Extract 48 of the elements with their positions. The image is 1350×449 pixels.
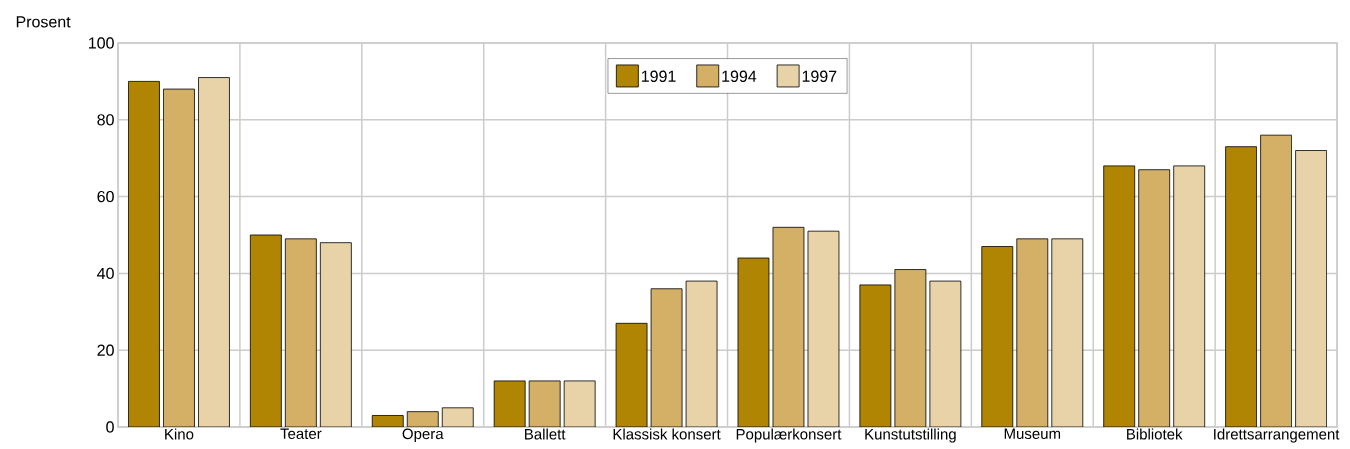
y-tick-label: 20: [97, 344, 114, 356]
bar: [564, 380, 596, 427]
bar: [929, 281, 961, 427]
bar: [651, 288, 683, 427]
bar: [163, 89, 195, 427]
x-tick-label: Kunstutstilling: [865, 428, 956, 443]
bar: [1173, 165, 1205, 427]
bar: [616, 323, 648, 427]
bar: [737, 258, 769, 427]
x-tick-label: Opera: [402, 428, 444, 443]
bar: [807, 231, 839, 427]
y-tick-label: 0: [106, 421, 114, 433]
legend-label: 1994: [722, 70, 757, 82]
y-tick-label: 80: [97, 114, 114, 126]
legend-label: 1991: [641, 70, 676, 82]
bar: [1138, 169, 1170, 427]
bar: [529, 380, 561, 427]
bar: [198, 77, 230, 427]
bar: [859, 284, 891, 427]
x-tick-label: Teater: [280, 428, 322, 439]
x-tick-label: Ballett: [525, 428, 566, 440]
bar: [1016, 238, 1048, 427]
bar: [686, 281, 718, 427]
x-tick-label: Klassisk konsert: [613, 428, 721, 440]
x-tick-label: Bibliotek: [1127, 428, 1183, 440]
bar: [1260, 134, 1292, 427]
bar: [128, 81, 160, 427]
bar: [1103, 165, 1135, 427]
bar: [1225, 146, 1257, 427]
y-axis-title: Prosent: [16, 16, 71, 28]
bar: [442, 407, 474, 427]
bar: [320, 242, 352, 427]
bar: [494, 380, 526, 427]
bar: [981, 246, 1013, 427]
y-tick-label: 60: [97, 190, 114, 203]
y-tick-label: 100: [89, 37, 114, 49]
legend-label: 1997: [802, 70, 837, 82]
bar: [250, 235, 282, 427]
x-tick-label: Museum: [1004, 428, 1061, 439]
bar: [772, 227, 804, 427]
x-tick-label: Populærkonsert: [736, 428, 842, 443]
x-tick-label: Kino: [165, 428, 194, 440]
bar: [894, 269, 926, 427]
bar: [1295, 150, 1327, 427]
x-tick-label: Idrettsarrangement: [1214, 428, 1340, 443]
bar: [285, 238, 317, 427]
y-tick-label: 40: [97, 267, 114, 280]
bar: [1051, 238, 1083, 427]
